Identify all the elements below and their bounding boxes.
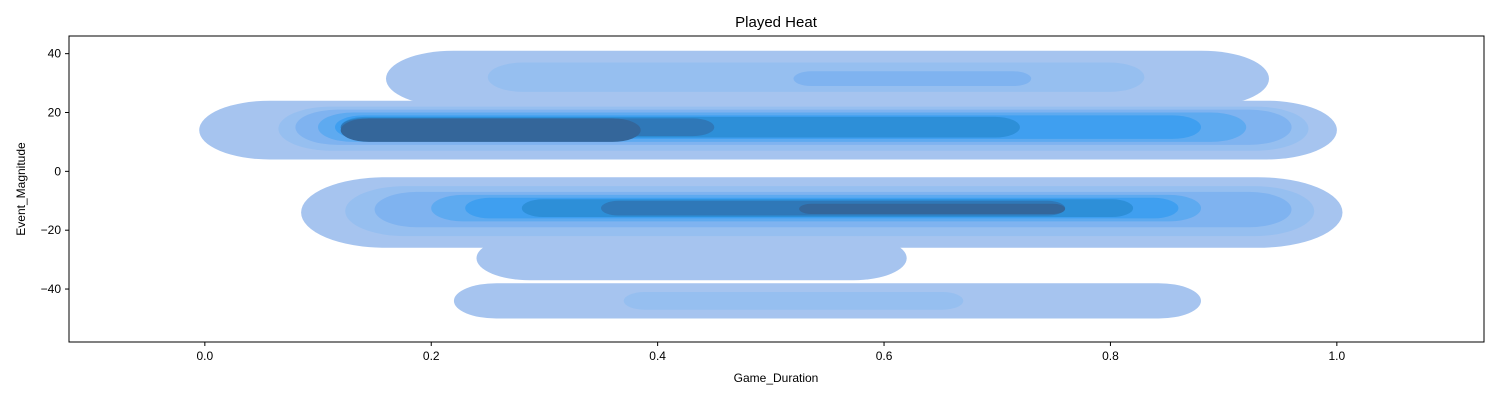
x-axis-label: Game_Duration: [734, 371, 819, 385]
x-tick-label: 0.4: [649, 349, 666, 363]
x-tick-label: 0.8: [1102, 349, 1119, 363]
y-axis: 40 20 0 −20 −40: [41, 47, 69, 296]
density-band-l8-2: [799, 203, 1066, 214]
x-tick-label: 0.2: [423, 349, 440, 363]
density-band-l3-1: [793, 71, 1032, 86]
y-tick-label: −40: [41, 282, 62, 296]
x-tick-label: 0.6: [876, 349, 893, 363]
y-tick-label: 20: [48, 106, 62, 120]
density-layer: [199, 50, 1343, 319]
x-tick-label: 0.0: [196, 349, 213, 363]
plot-frame: [68, 35, 1485, 343]
x-axis: 0.0 0.2 0.4 0.6 0.8 1.0: [196, 342, 1346, 363]
density-band-l1-4: [476, 236, 907, 281]
density-band-l8-1: [340, 118, 641, 142]
y-tick-label: 40: [48, 47, 62, 61]
y-axis-label: Event_Magnitude: [14, 142, 28, 236]
y-tick-label: 0: [54, 164, 61, 178]
x-tick-label: 1.0: [1328, 349, 1345, 363]
density-band-l2-4: [623, 292, 964, 310]
chart-title: Played Heat: [735, 14, 818, 31]
y-tick-label: −20: [41, 223, 62, 237]
